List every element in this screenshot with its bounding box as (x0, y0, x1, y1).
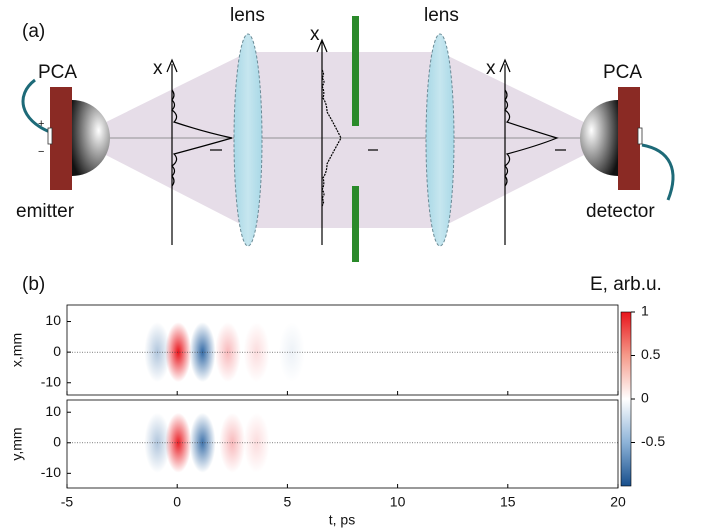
colorbar-tick-label: 1 (641, 303, 649, 319)
lens-dome (72, 100, 110, 176)
axis-label: x (310, 24, 320, 45)
contact (638, 128, 642, 144)
lens (426, 34, 454, 246)
y-tick-label: 10 (45, 312, 61, 328)
schematic: (a) PCA + − emitter PCA detector lens le… (16, 5, 673, 262)
slit (352, 186, 359, 262)
x-tick-label: -5 (61, 494, 74, 510)
panel-label: (a) (22, 21, 45, 42)
colorbar-tick-label: -0.5 (641, 433, 665, 449)
y-tick-label: 0 (53, 433, 61, 449)
caption: emitter (16, 201, 75, 222)
slit (352, 16, 359, 126)
colorbar-tick-label: 0.5 (641, 346, 661, 362)
pca-detector (618, 87, 640, 190)
lens-dome (580, 100, 618, 176)
x-tick-label: 15 (500, 494, 516, 510)
x-tick-label: 5 (284, 494, 292, 510)
colorbar-tick-label: 0 (641, 390, 649, 406)
x-tick-label: 20 (610, 494, 626, 510)
polarity: − (38, 146, 44, 158)
polarity: + (38, 118, 44, 130)
lens (234, 34, 262, 246)
y-tick-label: 0 (53, 343, 61, 359)
colorbar-title: E, arb.u. (590, 274, 662, 295)
panel-label: (b) (22, 274, 45, 295)
colorbar (621, 312, 631, 486)
pca-emitter (50, 87, 72, 190)
caption: detector (586, 201, 655, 222)
y-axis-label: x,mm (9, 333, 25, 367)
lens-label: lens (424, 5, 459, 26)
heatmap (144, 413, 269, 473)
contact (48, 128, 52, 144)
figure: (a) PCA + − emitter PCA detector lens le… (0, 0, 710, 531)
x-axis-label: t, ps (329, 512, 355, 528)
device-label: PCA (38, 62, 77, 83)
heatmaps: 10 0 -10 x,mm 10 0 -10 y,mm -5 0 5 10 15 20 1 0.5 0 -0.5 (9, 303, 666, 510)
y-tick-label: 10 (45, 403, 61, 419)
x-tick-label: 0 (173, 494, 181, 510)
cable (642, 145, 673, 200)
axis-label: x (486, 58, 496, 79)
axis-label: x (153, 58, 163, 79)
device-label: PCA (603, 62, 642, 83)
y-tick-label: -10 (41, 464, 61, 480)
y-tick-label: -10 (41, 373, 61, 389)
lens-label: lens (230, 5, 265, 26)
beam (100, 52, 590, 228)
y-axis-label: y,mm (9, 427, 25, 460)
cable (23, 80, 50, 132)
x-tick-label: 10 (390, 494, 406, 510)
